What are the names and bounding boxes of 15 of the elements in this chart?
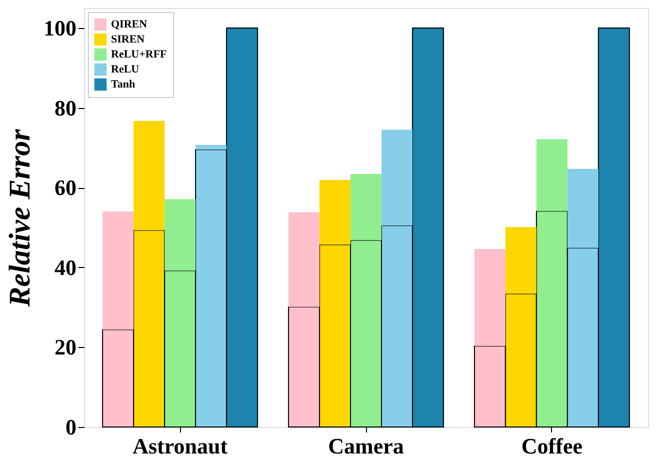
x-tick-label: Camera bbox=[328, 434, 404, 458]
y-tick-label: 100 bbox=[44, 15, 76, 40]
legend-label: ReLU+RFF bbox=[111, 48, 168, 60]
legend-label: Tanh bbox=[111, 78, 136, 90]
legend-label: ReLU bbox=[111, 64, 140, 76]
y-axis-title: Relative Error bbox=[4, 128, 36, 308]
y-tick-label: 80 bbox=[54, 95, 76, 120]
legend-label: QIREN bbox=[111, 18, 148, 30]
x-tick-label: Coffee bbox=[521, 434, 583, 458]
legend-label: SIREN bbox=[111, 34, 145, 46]
y-tick-label: 40 bbox=[54, 254, 76, 280]
y-tick-label: 0 bbox=[66, 414, 76, 440]
x-tick-label: Astronaut bbox=[132, 434, 228, 458]
y-tick-label: 60 bbox=[54, 175, 76, 200]
y-tick-label: 20 bbox=[54, 334, 76, 360]
